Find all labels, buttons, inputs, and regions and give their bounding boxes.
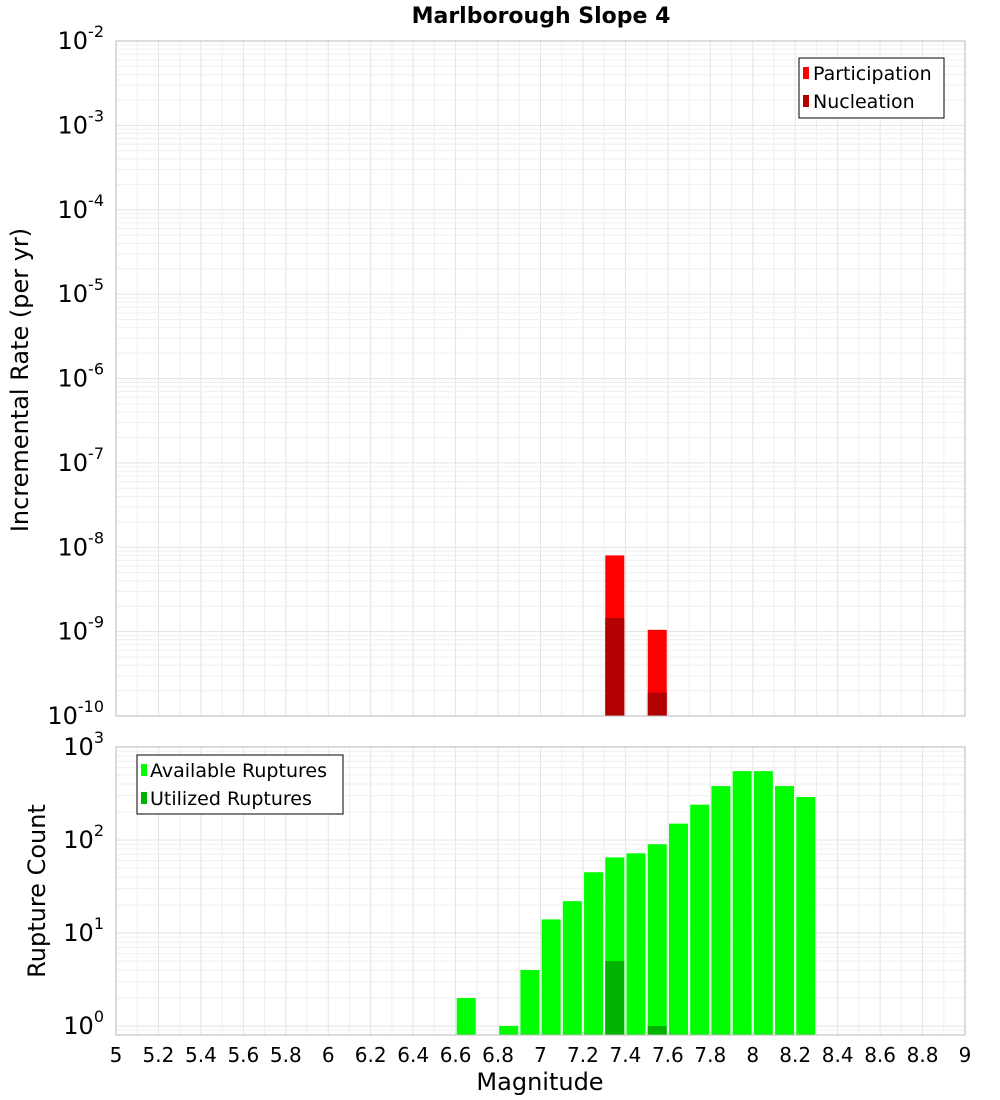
rupture-bar-s0	[562, 901, 582, 1035]
rate-y-tick-label: 10-8	[58, 528, 105, 561]
rupture-bar-s0	[456, 997, 476, 1035]
rupture-bars	[456, 771, 816, 1035]
rate-y-tick-label: 10-10	[47, 697, 104, 730]
x-tick-label: 8.6	[864, 1043, 896, 1067]
rate-bar-s1	[605, 618, 625, 716]
rate-y-tick-label: 10-2	[58, 22, 105, 55]
x-tick-label: 7.2	[567, 1043, 599, 1067]
rate-bar-s1	[647, 692, 667, 716]
rupture-legend: Available Ruptures Utilized Ruptures	[136, 754, 344, 815]
chart-title: Marlborough Slope 4	[412, 4, 671, 29]
rupture-bar-s0	[775, 786, 795, 1035]
x-tick-label: 8	[746, 1043, 759, 1067]
x-tick-label: 5.2	[143, 1043, 175, 1067]
x-tick-label: 8.4	[822, 1043, 854, 1067]
legend-swatch-utilized	[141, 792, 147, 804]
rupture-y-tick-label: 100	[63, 1007, 104, 1040]
rate-plot-frame	[115, 40, 966, 717]
x-tick-label: 5.8	[270, 1043, 302, 1067]
rate-y-tick-label: 10-7	[58, 444, 105, 477]
legend-label-utilized: Utilized Ruptures	[150, 788, 312, 810]
legend-label-participation: Participation	[813, 63, 932, 85]
magnitude-x-ticks: 5 5.2 5.4 5.6 5.8 6 6.2 6.4 6.6 6.8 7 7.2 7.4 7.6 7.8 8…	[110, 1043, 972, 1067]
rupture-y-tick-label: 101	[63, 914, 104, 947]
x-tick-label: 6.2	[355, 1043, 387, 1067]
rate-y-tick-label: 10-4	[58, 191, 105, 224]
x-tick-label: 6.6	[440, 1043, 472, 1067]
legend-label-nucleation: Nucleation	[813, 91, 915, 113]
rupture-bar-s0	[520, 969, 540, 1035]
rupture-y-tick-label: 102	[63, 821, 104, 854]
x-tick-label: 7.8	[694, 1043, 726, 1067]
rate-legend-box	[798, 57, 945, 119]
rupture-bar-s0	[732, 771, 752, 1035]
rupture-bar-s0	[753, 771, 773, 1035]
rate-y-ticks: 10-10 10-9 10-8 10-7 10-6 10-5 10-4 10-3 10-2	[47, 22, 104, 730]
x-tick-label: 6	[322, 1043, 335, 1067]
rupture-bar-s1	[605, 960, 625, 1035]
rate-bars	[605, 555, 667, 716]
rupture-bar-s0	[541, 919, 561, 1035]
rate-y-tick-label: 10-3	[58, 106, 105, 139]
legend-swatch-participation	[803, 67, 809, 79]
legend-swatch-available	[141, 764, 147, 776]
rate-y-tick-label: 10-9	[58, 613, 105, 646]
x-tick-label: 5.4	[185, 1043, 217, 1067]
rupture-y-axis-label: Rupture Count	[23, 804, 51, 978]
rupture-bar-s0	[711, 786, 731, 1035]
rupture-bar-s0	[668, 823, 688, 1035]
rupture-bar-s0	[499, 1025, 519, 1035]
rate-y-axis-label: Incremental Rate (per yr)	[6, 228, 34, 532]
rupture-bar-s0	[796, 796, 816, 1035]
rate-y-tick-label: 10-6	[58, 360, 105, 393]
rupture-count-panel: 100 101 102 103 5 5.2 5.4 5.6 5.8 6 6.2 6.4 6.6 6.8 7…	[23, 728, 971, 1096]
rate-legend: Participation Nucleation	[798, 57, 945, 119]
rupture-plot-frame	[115, 746, 966, 1036]
rupture-legend-box	[136, 754, 344, 815]
x-tick-label: 6.4	[397, 1043, 429, 1067]
x-tick-label: 7	[534, 1043, 547, 1067]
x-tick-label: 6.8	[482, 1043, 514, 1067]
x-tick-label: 7.6	[652, 1043, 684, 1067]
x-tick-label: 9	[959, 1043, 972, 1067]
x-tick-label: 7.4	[609, 1043, 641, 1067]
rupture-bar-s0	[690, 804, 710, 1035]
rupture-y-tick-label: 103	[63, 728, 104, 761]
x-tick-label: 8.2	[779, 1043, 811, 1067]
rupture-bar-s1	[647, 1025, 667, 1035]
rupture-bar-s0	[647, 844, 667, 1035]
legend-swatch-nucleation	[803, 95, 809, 107]
magnitude-x-axis-label: Magnitude	[476, 1068, 603, 1096]
rate-panel: 10-10 10-9 10-8 10-7 10-6 10-5 10-4 10-3 10-2 In…	[6, 22, 966, 730]
x-tick-label: 8.8	[907, 1043, 939, 1067]
rupture-bar-s0	[626, 853, 646, 1035]
rate-y-tick-label: 10-5	[58, 275, 105, 308]
x-tick-label: 5.6	[227, 1043, 259, 1067]
rupture-y-ticks: 100 101 102 103	[63, 728, 104, 1040]
legend-label-available: Available Ruptures	[150, 760, 327, 782]
x-tick-label: 5	[110, 1043, 123, 1067]
rupture-bar-s0	[584, 872, 604, 1035]
rate-grid	[115, 41, 966, 717]
